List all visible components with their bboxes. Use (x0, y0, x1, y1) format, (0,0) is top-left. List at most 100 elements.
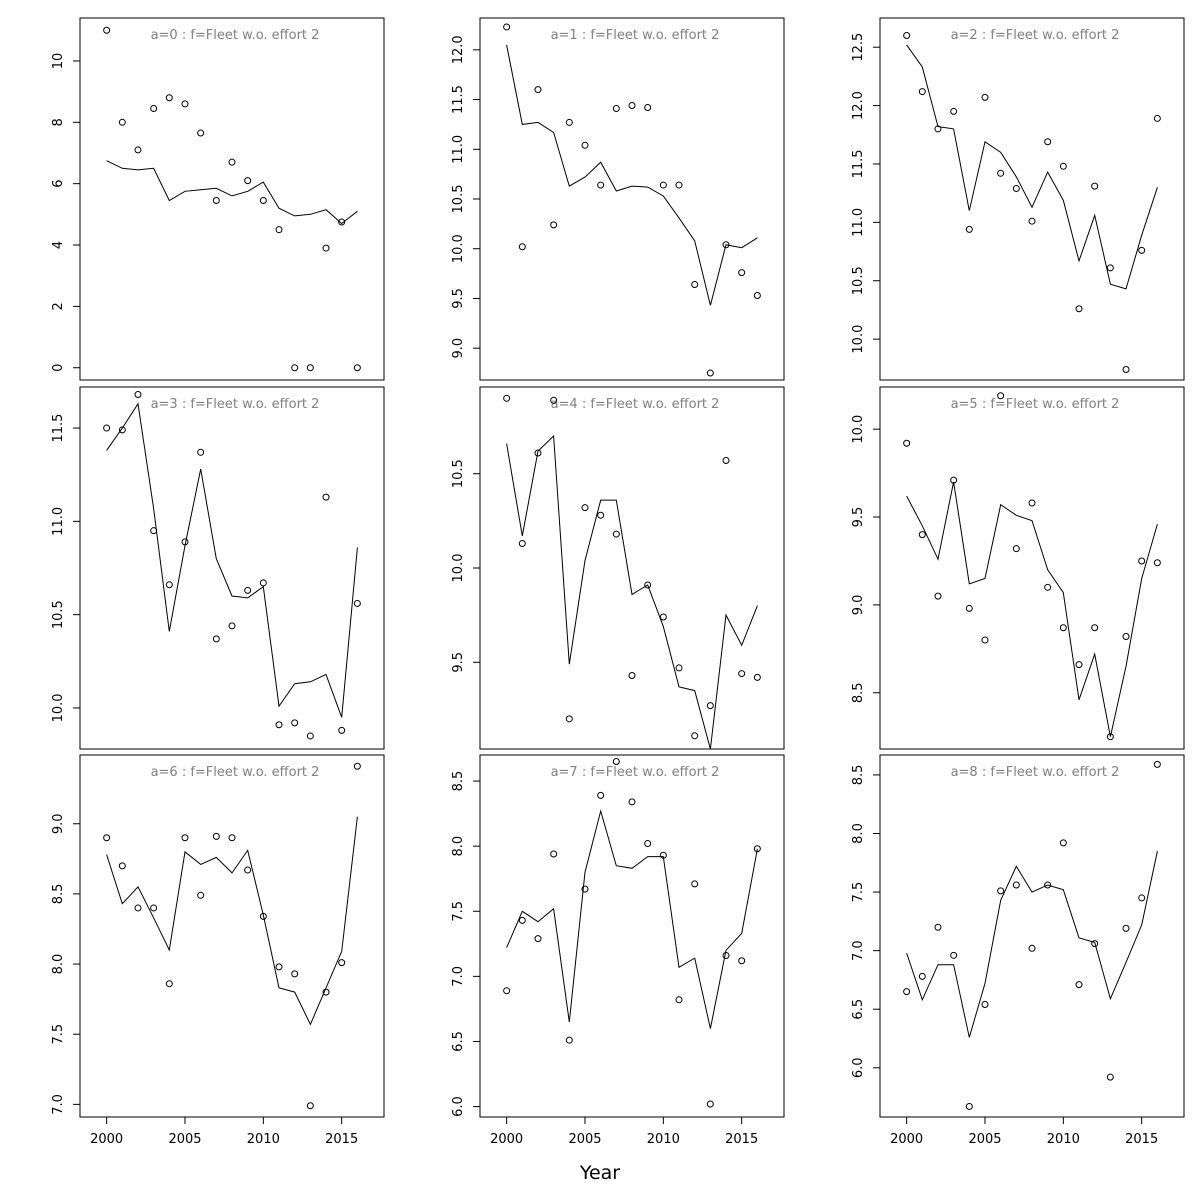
panel-frame (79, 17, 385, 381)
observed-point (550, 396, 558, 404)
x-tick-label: 2015 (325, 1132, 358, 1147)
chart-panel: a=4 : f=Fleet w.o. effort 2 9.5 10.0 10.5 (451, 386, 785, 750)
observed-point (691, 880, 699, 888)
observed-point (306, 364, 314, 372)
observed-point (1012, 184, 1020, 192)
observed-point (503, 23, 511, 31)
observed-point (597, 791, 605, 799)
observed-point (103, 424, 111, 432)
observed-point (322, 493, 330, 501)
observed-point (918, 88, 926, 96)
fitted-line (106, 160, 358, 225)
observed-point (738, 670, 746, 678)
observed-point (291, 719, 299, 727)
y-tick-label: 9.0 (451, 338, 466, 359)
observed-point (753, 845, 761, 853)
y-tick-label: 10.5 (851, 266, 866, 295)
observed-point (212, 832, 220, 840)
observed-point (259, 579, 267, 587)
x-tick-label: 2010 (1047, 1132, 1080, 1147)
y-tick-label: 8 (51, 118, 66, 126)
observed-point (306, 732, 314, 740)
observed-point (534, 935, 542, 943)
panel-title: a=4 : f=Fleet w.o. effort 2 (551, 397, 720, 412)
observed-point (197, 448, 205, 456)
observed-point (706, 1100, 714, 1108)
observed-point (918, 972, 926, 980)
observed-point (150, 904, 158, 912)
y-tick-label: 8.0 (51, 954, 66, 975)
observed-point (550, 221, 558, 229)
observed-point (612, 530, 620, 538)
observed-point (228, 622, 236, 630)
observed-point (675, 181, 683, 189)
observed-point (722, 457, 730, 465)
observed-point (1059, 162, 1067, 170)
panel-frame (879, 386, 1185, 750)
chart-panel: a=3 : f=Fleet w.o. effort 2 10.0 10.5 11.0 1… (51, 386, 385, 750)
fitted-line (906, 481, 1158, 737)
observed-point (150, 105, 158, 112)
observed-point (753, 673, 761, 681)
y-tick-label: 11.5 (51, 414, 66, 443)
observed-point (181, 100, 189, 108)
observed-point (981, 1001, 989, 1009)
observed-point (706, 369, 714, 377)
panel-frame (479, 754, 785, 1118)
observed-point (1044, 881, 1052, 889)
y-tick-label: 6.0 (851, 1057, 866, 1078)
observed-point (1091, 624, 1099, 632)
observed-point (691, 281, 699, 289)
observed-point (291, 970, 299, 978)
observed-point (1153, 559, 1161, 567)
observed-point (903, 439, 911, 447)
x-tick-label: 2000 (90, 1132, 123, 1147)
observed-point (1138, 894, 1146, 902)
observed-point (659, 613, 667, 621)
observed-point (597, 181, 605, 189)
observed-point (628, 798, 636, 806)
observed-point (738, 269, 746, 277)
fitted-line (906, 850, 1158, 1038)
observed-point (503, 987, 511, 995)
y-tick-label: 6.5 (851, 999, 866, 1020)
observed-point (338, 959, 346, 967)
y-tick-label: 9.5 (851, 507, 866, 528)
observed-point (644, 581, 652, 589)
panel-title: a=0 : f=Fleet w.o. effort 2 (151, 28, 320, 43)
observed-point (291, 364, 299, 372)
observed-point (1044, 138, 1052, 146)
observed-point (134, 390, 142, 398)
observed-point (275, 226, 283, 234)
panel-frame (479, 386, 785, 750)
observed-point (1106, 264, 1114, 272)
observed-point (534, 86, 542, 94)
observed-point (934, 923, 942, 931)
observed-point (903, 988, 911, 996)
observed-point (550, 850, 558, 858)
observed-point (997, 169, 1005, 177)
observed-point (228, 834, 236, 842)
observed-point (353, 364, 361, 372)
y-tick-label: 10.5 (451, 459, 466, 488)
observed-point (1012, 545, 1020, 553)
observed-point (1153, 760, 1161, 768)
y-tick-label: 11.0 (451, 135, 466, 164)
y-tick-label: 6 (51, 180, 66, 188)
observed-point (518, 243, 526, 251)
fitted-line (106, 402, 358, 718)
observed-point (981, 93, 989, 101)
observed-point (965, 1102, 973, 1110)
observed-point (1059, 839, 1067, 847)
panel-title: a=1 : f=Fleet w.o. effort 2 (551, 28, 720, 43)
panel-frame (479, 17, 785, 381)
observed-point (103, 834, 111, 842)
x-tick-label: 2010 (647, 1132, 680, 1147)
observed-point (103, 26, 111, 34)
observed-point (581, 141, 589, 149)
observed-point (212, 197, 220, 205)
observed-point (338, 726, 346, 734)
y-tick-label: 8.5 (51, 884, 66, 905)
observed-point (1122, 365, 1130, 373)
panel-frame (879, 17, 1185, 381)
